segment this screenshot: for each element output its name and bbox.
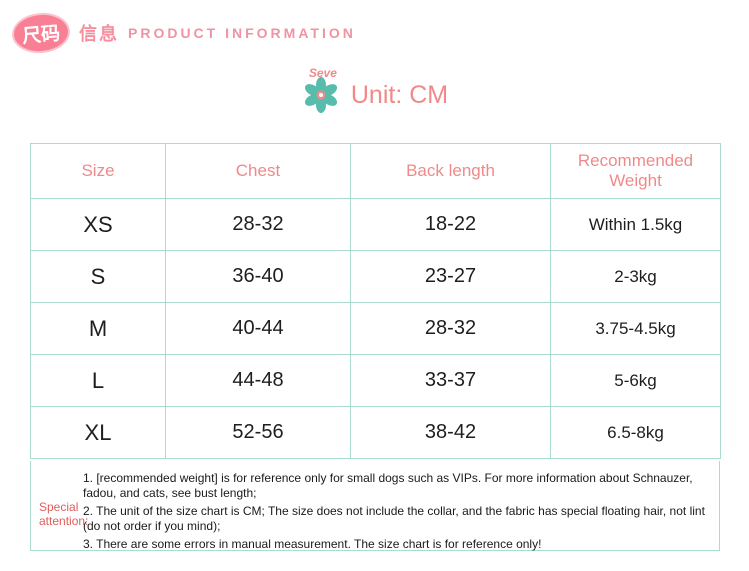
unit-label: Unit: CM — [350, 80, 449, 109]
header-back-length: Back length — [350, 143, 551, 199]
table-row: M 40-44 28-32 3.75-4.5kg — [30, 302, 721, 355]
size-cell: L — [30, 354, 166, 407]
info-badge: 信息 — [79, 24, 119, 44]
notes-box: Special attention: 1. [recommended weigh… — [30, 461, 720, 551]
size-cell: XL — [30, 406, 166, 459]
size-cell: S — [30, 250, 166, 303]
note-item-1: 1. [recommended weight] is for reference… — [83, 471, 693, 500]
back-length-cell: 38-42 — [350, 406, 551, 459]
back-length-cell: 18-22 — [350, 198, 551, 251]
chest-cell: 40-44 — [165, 302, 351, 355]
size-cell: M — [30, 302, 166, 355]
header-size: Size — [30, 143, 166, 199]
note-item-3: 3. There are some errors in manual measu… — [83, 537, 542, 551]
back-length-cell: 23-27 — [350, 250, 551, 303]
size-chart-table: Size Chest Back length Recommended Weigh… — [30, 143, 721, 459]
header-recommended-weight: Recommended Weight — [550, 143, 721, 199]
chest-cell: 44-48 — [165, 354, 351, 407]
section-header: 尺码 信息 PRODUCT INFORMATION — [10, 10, 356, 56]
size-badge: 尺码 — [10, 10, 72, 56]
table-row: S 36-40 23-27 2-3kg — [30, 250, 721, 303]
notes-body: 1. [recommended weight] is for reference… — [83, 471, 707, 552]
table-row: L 44-48 33-37 5-6kg — [30, 354, 721, 407]
note-item-2: 2. The unit of the size chart is CM; The… — [83, 504, 705, 533]
flower-icon: Seve — [301, 66, 341, 115]
size-cell: XS — [30, 198, 166, 251]
chest-cell: 36-40 — [165, 250, 351, 303]
unit-row: Seve Unit: CM — [0, 66, 749, 116]
table-header-row: Size Chest Back length Recommended Weigh… — [30, 143, 721, 199]
chest-cell: 52-56 — [165, 406, 351, 459]
flower-icon-svg — [304, 77, 337, 113]
table-row: XS 28-32 18-22 Within 1.5kg — [30, 198, 721, 251]
chest-cell: 28-32 — [165, 198, 351, 251]
header-chest: Chest — [165, 143, 351, 199]
flower-label: Seve — [308, 66, 337, 80]
weight-cell: 2-3kg — [550, 250, 721, 303]
special-attention-label: Special attention: — [39, 500, 89, 528]
back-length-cell: 33-37 — [350, 354, 551, 407]
table-row: XL 52-56 38-42 6.5-8kg — [30, 406, 721, 459]
back-length-cell: 28-32 — [350, 302, 551, 355]
weight-cell: 3.75-4.5kg — [550, 302, 721, 355]
weight-cell: Within 1.5kg — [550, 198, 721, 251]
weight-cell: 6.5-8kg — [550, 406, 721, 459]
page-title: PRODUCT INFORMATION — [128, 25, 356, 41]
weight-cell: 5-6kg — [550, 354, 721, 407]
